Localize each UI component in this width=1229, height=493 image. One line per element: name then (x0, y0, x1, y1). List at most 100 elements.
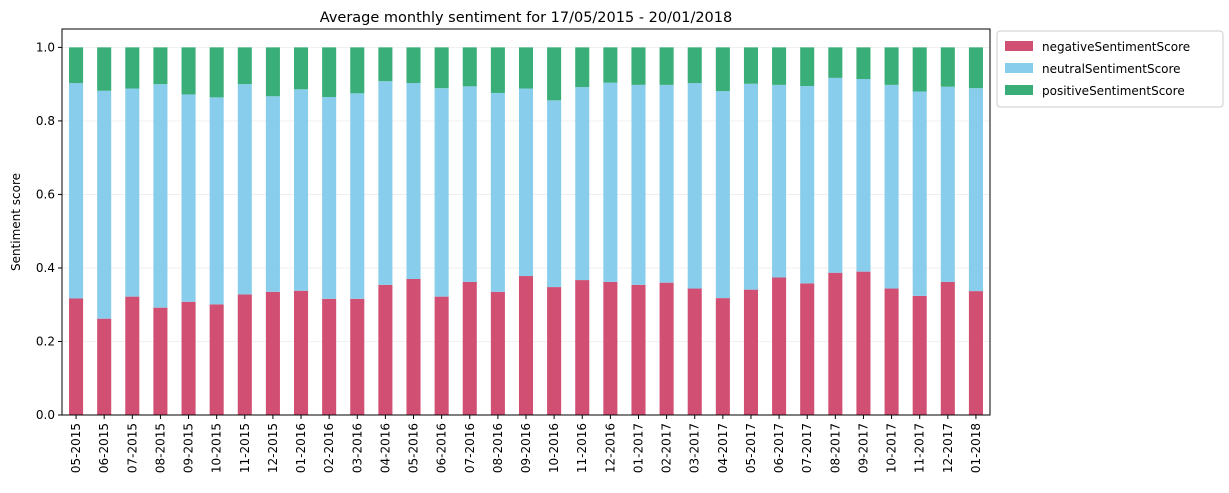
bar-segment-negativeSentimentScore (322, 298, 337, 415)
x-tick-label: 09-2016 (519, 423, 533, 473)
x-tick-label: 01-2017 (631, 423, 645, 473)
x-tick-label: 08-2016 (491, 423, 505, 473)
bar-segment-positiveSentimentScore (237, 47, 252, 85)
x-tick-label: 12-2016 (603, 423, 617, 473)
x-axis: 05-2015 06-2015 07-2015 08-2015 09-2015 10-20… (69, 415, 983, 473)
bar-segment-positiveSentimentScore (575, 47, 590, 88)
x-tick-label: 10-2015 (210, 423, 224, 473)
bar-segment-negativeSentimentScore (884, 288, 899, 415)
bar-segment-neutralSentimentScore (490, 92, 505, 292)
x-tick-label: 11-2016 (575, 423, 589, 473)
x-tick-label: 01-2018 (969, 423, 983, 473)
bar-segment-neutralSentimentScore (209, 97, 224, 305)
x-tick-label: 04-2016 (378, 423, 392, 473)
x-tick-label: 10-2017 (885, 423, 899, 473)
bar-segment-neutralSentimentScore (378, 81, 393, 285)
bar-segment-neutralSentimentScore (69, 83, 84, 299)
y-tick-label: 0.4 (36, 261, 55, 275)
y-tick-label: 0.6 (36, 187, 55, 201)
legend-swatch (1005, 63, 1033, 73)
bar-segment-neutralSentimentScore (575, 87, 590, 281)
x-tick-label: 09-2015 (182, 423, 196, 473)
bar-segment-negativeSentimentScore (772, 277, 787, 415)
x-tick-label: 03-2017 (688, 423, 702, 473)
legend-label: negativeSentimentScore (1042, 40, 1190, 54)
bar-segment-neutralSentimentScore (265, 96, 280, 292)
x-tick-label: 09-2017 (856, 423, 870, 473)
y-tick-label: 0.2 (36, 334, 55, 348)
bar-segment-positiveSentimentScore (631, 47, 646, 85)
bar-segment-negativeSentimentScore (378, 284, 393, 415)
bar-segment-negativeSentimentScore (153, 307, 168, 415)
bar-segment-negativeSentimentScore (659, 282, 674, 415)
x-tick-label: 08-2017 (828, 423, 842, 473)
bar-segment-positiveSentimentScore (547, 47, 562, 101)
legend-swatch (1005, 85, 1033, 95)
bar-segment-positiveSentimentScore (772, 47, 787, 85)
x-tick-label: 01-2016 (294, 423, 308, 473)
x-tick-label: 12-2017 (941, 423, 955, 473)
bar-segment-positiveSentimentScore (153, 47, 168, 85)
bar-segment-negativeSentimentScore (434, 296, 449, 415)
bar-segment-neutralSentimentScore (884, 84, 899, 289)
bar-segment-positiveSentimentScore (940, 47, 955, 87)
bar-segment-positiveSentimentScore (715, 47, 730, 92)
bar-segment-positiveSentimentScore (659, 47, 674, 85)
bar-segment-positiveSentimentScore (350, 47, 365, 94)
bar-segment-negativeSentimentScore (125, 296, 140, 415)
bar-segment-negativeSentimentScore (912, 295, 927, 415)
bar-segment-neutralSentimentScore (828, 77, 843, 273)
y-axis: 0.0 0.2 0.4 0.6 0.8 1.0 (36, 40, 62, 422)
bar-segment-negativeSentimentScore (800, 283, 815, 415)
bar-segment-negativeSentimentScore (237, 294, 252, 415)
x-tick-label: 05-2015 (69, 423, 83, 473)
x-tick-label: 07-2015 (125, 423, 139, 473)
bar-segment-positiveSentimentScore (294, 47, 309, 90)
bar-segment-neutralSentimentScore (715, 91, 730, 299)
legend-label: neutralSentimentScore (1042, 62, 1181, 76)
x-tick-label: 11-2017 (913, 423, 927, 473)
bar-segment-negativeSentimentScore (294, 290, 309, 415)
bar-segment-negativeSentimentScore (856, 271, 871, 415)
bar-segment-positiveSentimentScore (322, 47, 337, 98)
bar-segment-neutralSentimentScore (940, 86, 955, 282)
bar-segment-negativeSentimentScore (968, 291, 983, 415)
bar-segment-negativeSentimentScore (265, 291, 280, 415)
bar-segment-positiveSentimentScore (800, 47, 815, 86)
bar-segment-neutralSentimentScore (800, 85, 815, 284)
bar-segment-positiveSentimentScore (490, 47, 505, 93)
bar-segment-positiveSentimentScore (125, 47, 140, 89)
bar-segment-neutralSentimentScore (968, 88, 983, 292)
bar-segment-neutralSentimentScore (856, 79, 871, 272)
bar-segment-neutralSentimentScore (603, 82, 618, 282)
bar-segment-negativeSentimentScore (547, 287, 562, 415)
x-tick-label: 02-2016 (322, 423, 336, 473)
bar-segment-neutralSentimentScore (772, 84, 787, 278)
bar-segment-neutralSentimentScore (462, 86, 477, 282)
bar-segment-negativeSentimentScore (69, 298, 84, 415)
bar-segment-negativeSentimentScore (462, 281, 477, 415)
bar-segment-neutralSentimentScore (125, 88, 140, 297)
bar-segment-positiveSentimentScore (181, 47, 196, 95)
bar-segment-negativeSentimentScore (603, 281, 618, 415)
y-tick-label: 0.8 (36, 114, 55, 128)
bar-segment-positiveSentimentScore (462, 47, 477, 87)
bar-segment-positiveSentimentScore (828, 47, 843, 78)
bar-segment-neutralSentimentScore (181, 94, 196, 302)
bar-segment-positiveSentimentScore (968, 47, 983, 89)
bar-segment-positiveSentimentScore (912, 47, 927, 92)
bar-segment-positiveSentimentScore (69, 47, 84, 84)
bar-segment-neutralSentimentScore (518, 88, 534, 277)
bar-segment-neutralSentimentScore (631, 84, 646, 285)
bar-segment-neutralSentimentScore (743, 83, 758, 290)
bars (69, 47, 983, 415)
bar-segment-positiveSentimentScore (518, 47, 534, 89)
bar-segment-positiveSentimentScore (743, 47, 758, 84)
bar-segment-positiveSentimentScore (378, 47, 393, 82)
bar-segment-positiveSentimentScore (97, 47, 112, 91)
legend-frame (996, 30, 1224, 108)
bar-segment-positiveSentimentScore (406, 47, 421, 84)
bar-segment-neutralSentimentScore (294, 89, 309, 291)
chart-title: Average monthly sentiment for 17/05/2015… (320, 10, 733, 26)
bar-segment-negativeSentimentScore (743, 289, 758, 415)
